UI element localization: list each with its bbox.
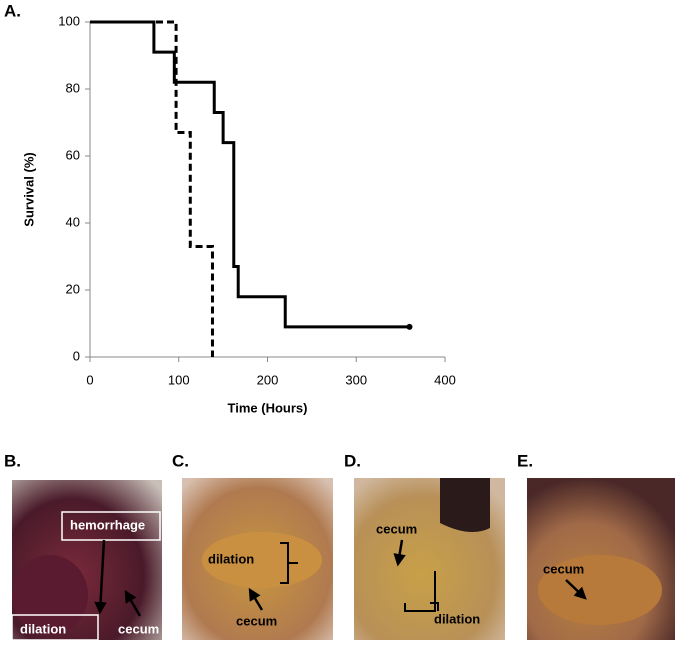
survival-chart: 0 20 40 60 80 100 0 100 200 300 400 Time (Hours) Sur… [21,13,455,415]
panel-label: A. [4,1,21,20]
arrow [94,539,107,615]
annotation: cecum [543,561,584,576]
y-tick-label: 60 [66,147,80,162]
photo-detail [538,555,662,625]
panel-b: B. hemorrhage dilation cecum [4,451,162,641]
photo-detail [440,478,490,532]
x-tick-label: 400 [434,372,456,387]
panel-d: D. cecum dilation [344,451,505,640]
survival-line [90,20,214,357]
annotation: dilation [208,551,254,566]
arrow [124,589,142,617]
panel-c: C. dilation cecum [172,451,333,640]
annotation: cecum [376,521,417,536]
y-tick-label: 20 [66,281,80,296]
survival-line [90,20,410,329]
end-marker [406,323,413,330]
y-axis-label: Survival (%) [21,152,36,226]
x-axis-label: Time (Hours) [228,400,308,415]
panel-label: E. [517,451,533,470]
bracket [280,542,298,584]
x-tick-label: 300 [345,372,367,387]
panel-label: B. [4,451,21,470]
annotation: cecum [236,613,277,628]
arrow [565,579,587,600]
annotation: dilation [20,621,66,636]
panel-e: E. cecum [517,451,675,640]
y-tick-label: 80 [66,80,80,95]
annotation: dilation [434,611,480,626]
photo-detail [202,532,322,588]
label-box [11,614,99,641]
annotation: cecum [118,621,159,636]
y-tick-label: 0 [73,348,80,363]
annotation: hemorrhage [70,517,145,532]
y-tick-label: 100 [58,13,80,28]
bracket [404,571,439,612]
x-tick-label: 0 [86,372,93,387]
panel-label: D. [344,451,361,470]
arrow [393,539,406,567]
label-box [61,511,161,541]
x-tick-label: 200 [257,372,279,387]
arrow [248,587,264,611]
x-tick-label: 100 [168,372,190,387]
panel-label: C. [172,451,189,470]
y-tick-label: 40 [66,214,80,229]
